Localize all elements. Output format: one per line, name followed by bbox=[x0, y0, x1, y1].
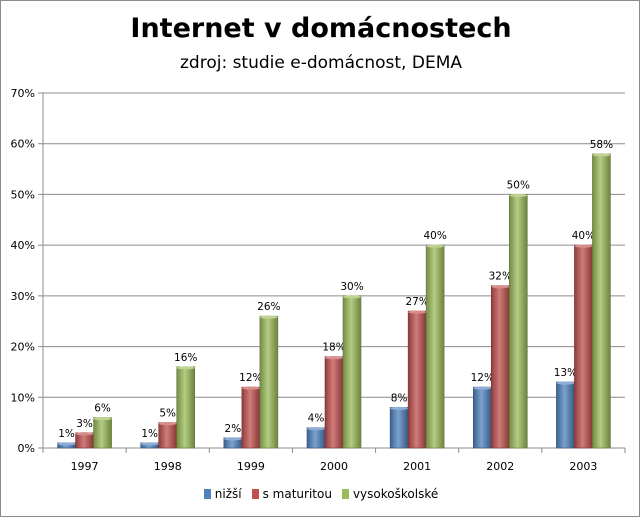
bar-cap bbox=[592, 153, 611, 157]
data-label: 1% bbox=[58, 428, 75, 440]
bar bbox=[472, 386, 492, 449]
chart-subtitle: zdroj: studie e-domácnost, DEMA bbox=[179, 53, 462, 73]
legend-swatch bbox=[341, 489, 349, 499]
data-label: 40% bbox=[572, 230, 595, 242]
data-label: 40% bbox=[423, 230, 446, 242]
data-label: 18% bbox=[322, 342, 345, 354]
bar bbox=[241, 386, 261, 449]
x-tick-label: 2001 bbox=[403, 460, 431, 473]
data-label: 16% bbox=[174, 352, 197, 364]
data-label: 58% bbox=[590, 139, 613, 151]
legend-swatch bbox=[203, 489, 211, 499]
y-tick-label: 60% bbox=[11, 138, 35, 151]
bar bbox=[407, 310, 427, 449]
y-tick-label: 40% bbox=[11, 239, 35, 252]
legend-swatch bbox=[251, 489, 259, 499]
bar-cap bbox=[57, 442, 76, 446]
y-tick-label: 10% bbox=[11, 391, 35, 404]
bar-cap bbox=[491, 285, 510, 289]
bar-cap bbox=[223, 437, 242, 441]
y-tick-label: 30% bbox=[11, 290, 35, 303]
bar bbox=[592, 153, 611, 449]
x-tick-label: 2003 bbox=[569, 460, 597, 473]
y-tick-label: 70% bbox=[11, 87, 35, 100]
legend: nižší s maturitou vysokoškolské bbox=[1, 487, 639, 501]
data-label: 13% bbox=[554, 367, 577, 379]
bar bbox=[508, 194, 528, 449]
data-label: 8% bbox=[391, 392, 408, 404]
data-label: 50% bbox=[507, 179, 530, 191]
bar bbox=[425, 244, 445, 449]
bar-cap bbox=[390, 406, 409, 411]
data-label: 30% bbox=[340, 281, 363, 293]
bar-cap bbox=[574, 244, 593, 248]
bar bbox=[93, 417, 112, 449]
bar-cap bbox=[325, 356, 343, 360]
legend-item: vysokoškolské bbox=[341, 487, 439, 501]
data-label: 2% bbox=[225, 423, 242, 435]
bar bbox=[574, 244, 593, 449]
chart-title: Internet v domácnostech bbox=[130, 13, 512, 44]
bar-cap bbox=[140, 442, 159, 446]
y-tick-label: 50% bbox=[11, 188, 35, 201]
data-label: 4% bbox=[308, 413, 325, 425]
bar-cap bbox=[75, 432, 94, 436]
bar bbox=[306, 427, 326, 449]
legend-label: vysokoškolské bbox=[352, 487, 439, 501]
legend-label: nižší bbox=[214, 487, 242, 501]
bar-cap bbox=[426, 244, 445, 248]
bar-cap bbox=[473, 386, 492, 390]
x-tick-label: 1999 bbox=[237, 460, 265, 473]
bar-cap bbox=[556, 381, 575, 385]
bar bbox=[389, 407, 409, 449]
bar-cap bbox=[176, 366, 195, 370]
bar bbox=[556, 381, 575, 449]
x-tick-label: 2002 bbox=[486, 460, 514, 473]
data-label: 32% bbox=[489, 271, 512, 283]
data-label: 12% bbox=[239, 372, 262, 384]
x-tick-label: 2000 bbox=[320, 460, 348, 473]
bar bbox=[158, 422, 178, 449]
legend-item: nižší bbox=[203, 487, 242, 501]
bar-cap bbox=[343, 295, 361, 299]
y-tick-label: 20% bbox=[11, 341, 35, 354]
bar bbox=[259, 315, 279, 449]
x-tick-label: 1997 bbox=[71, 460, 99, 473]
bar-cap bbox=[408, 310, 427, 314]
bar bbox=[342, 295, 362, 449]
data-label: 3% bbox=[76, 418, 93, 430]
x-tick-label: 1998 bbox=[154, 460, 182, 473]
bar bbox=[490, 285, 510, 449]
data-label: 5% bbox=[159, 408, 176, 420]
y-tick-label: 0% bbox=[18, 442, 35, 455]
data-label: 27% bbox=[405, 296, 428, 308]
data-label: 12% bbox=[471, 372, 494, 384]
bar-cap bbox=[307, 427, 325, 431]
data-label: 6% bbox=[94, 403, 111, 415]
bar-cap bbox=[241, 386, 260, 390]
bar-cap bbox=[509, 193, 528, 198]
data-label: 1% bbox=[141, 428, 158, 440]
legend-item: s maturitou bbox=[251, 487, 332, 501]
bar-cap bbox=[158, 422, 177, 426]
bar-cap bbox=[259, 315, 278, 319]
legend-label: s maturitou bbox=[262, 487, 332, 501]
bar-cap bbox=[93, 416, 112, 421]
bar bbox=[324, 356, 344, 449]
bar bbox=[176, 366, 196, 449]
data-label: 26% bbox=[257, 301, 280, 313]
